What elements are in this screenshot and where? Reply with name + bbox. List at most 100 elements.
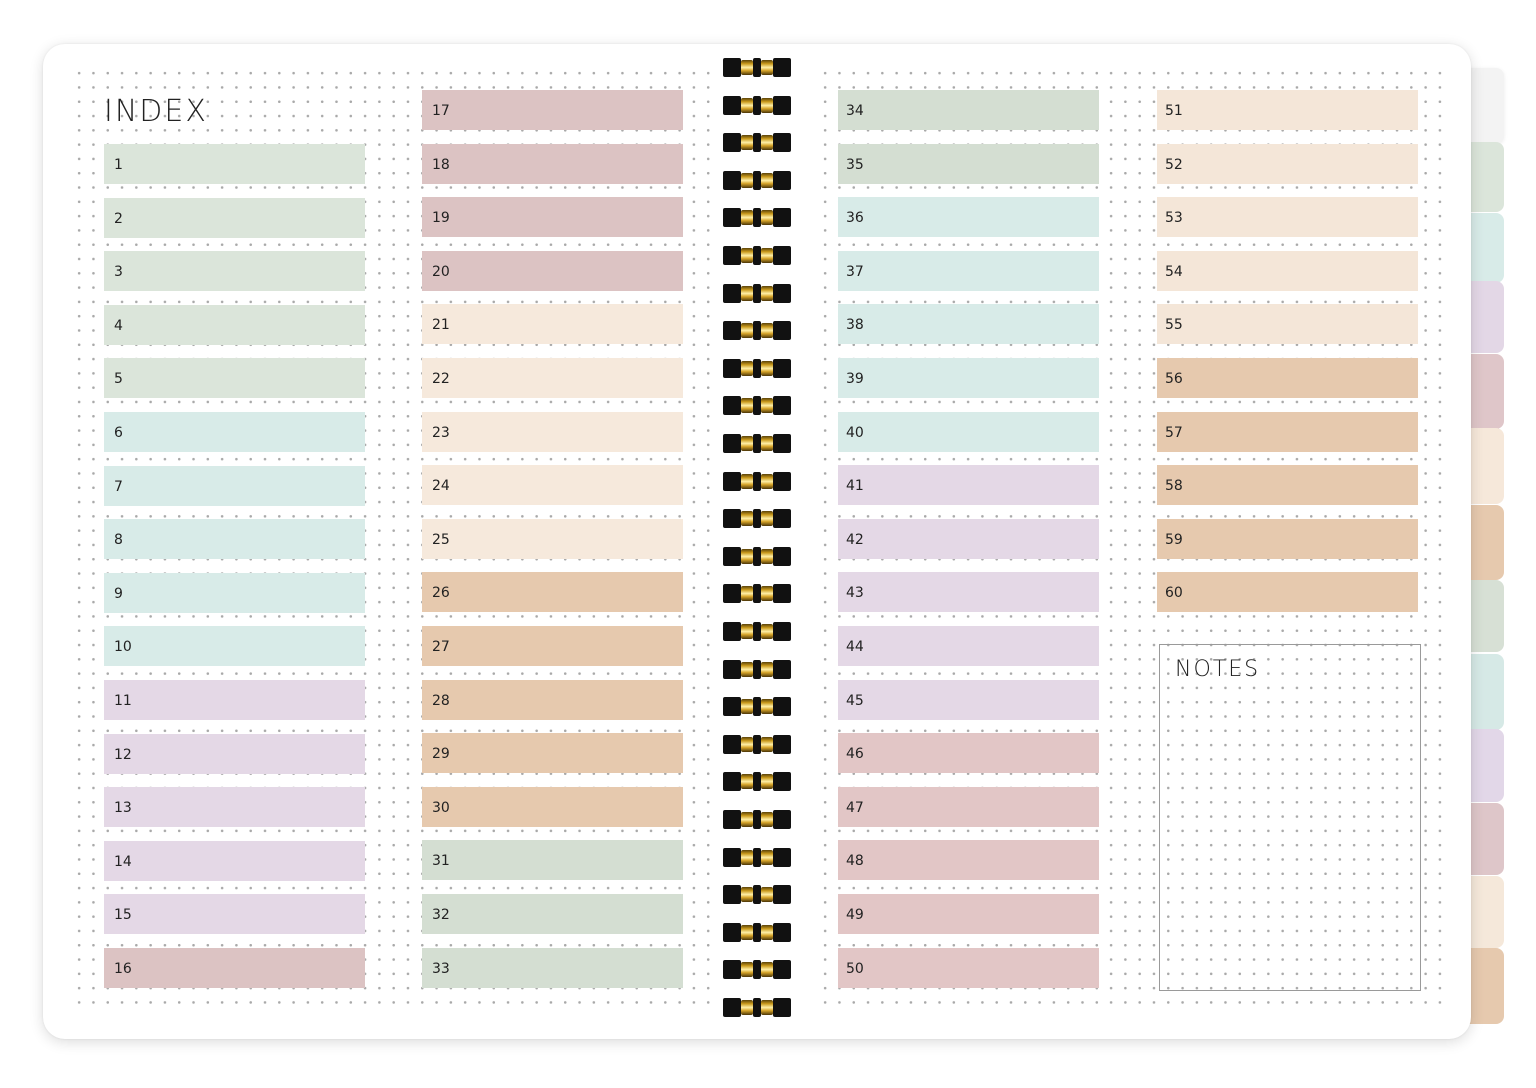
index-entry-1[interactable]: 1 bbox=[104, 144, 365, 184]
index-entry-27[interactable]: 27 bbox=[422, 626, 683, 666]
index-entry-43[interactable]: 43 bbox=[838, 572, 1099, 613]
index-entry-31[interactable]: 31 bbox=[422, 840, 683, 881]
index-entry-41[interactable]: 41 bbox=[838, 465, 1099, 506]
index-entry-36[interactable]: 36 bbox=[838, 197, 1099, 238]
index-entry-5[interactable]: 5 bbox=[104, 358, 365, 399]
index-entry-number: 24 bbox=[432, 478, 450, 495]
index-entry-10[interactable]: 10 bbox=[104, 626, 365, 667]
index-entry-number: 2 bbox=[114, 210, 123, 227]
index-entry-6[interactable]: 6 bbox=[104, 412, 365, 452]
index-entry-60[interactable]: 60 bbox=[1157, 572, 1418, 613]
coil-wire bbox=[761, 849, 773, 865]
index-entry-20[interactable]: 20 bbox=[422, 250, 683, 291]
index-entry-17[interactable]: 17 bbox=[422, 90, 683, 130]
coil-wire bbox=[741, 360, 753, 376]
index-entry-37[interactable]: 37 bbox=[838, 250, 1099, 291]
coil-wire bbox=[761, 661, 773, 677]
index-entry-52[interactable]: 52 bbox=[1157, 143, 1418, 184]
index-entry-25[interactable]: 25 bbox=[422, 518, 683, 559]
index-entry-18[interactable]: 18 bbox=[422, 143, 683, 184]
spiral-coil bbox=[723, 847, 791, 867]
index-entry-number: 26 bbox=[432, 585, 450, 602]
index-entry-30[interactable]: 30 bbox=[422, 786, 683, 827]
coil-wire bbox=[761, 398, 773, 414]
index-entry-number: 9 bbox=[114, 585, 123, 602]
index-entry-number: 54 bbox=[1165, 263, 1183, 280]
coil-mid-bar bbox=[753, 509, 761, 529]
index-entry-11[interactable]: 11 bbox=[104, 680, 365, 720]
index-entry-51[interactable]: 51 bbox=[1157, 90, 1418, 130]
index-entry-2[interactable]: 2 bbox=[104, 197, 365, 238]
spiral-coil bbox=[723, 358, 791, 378]
coil-right-bar bbox=[773, 58, 791, 77]
index-entry-38[interactable]: 38 bbox=[838, 304, 1099, 345]
coil-wire bbox=[761, 1000, 773, 1015]
coil-left-bar bbox=[723, 772, 741, 792]
coil-wire bbox=[741, 172, 753, 188]
index-entry-26[interactable]: 26 bbox=[422, 572, 683, 613]
spiral-coil bbox=[723, 622, 791, 641]
index-entry-56[interactable]: 56 bbox=[1157, 358, 1418, 398]
index-entry-33[interactable]: 33 bbox=[422, 947, 683, 988]
index-entry-4[interactable]: 4 bbox=[104, 304, 365, 345]
index-entry-number: 4 bbox=[114, 317, 123, 334]
index-entry-47[interactable]: 47 bbox=[838, 786, 1099, 827]
coil-wire bbox=[761, 962, 773, 978]
index-entry-8[interactable]: 8 bbox=[104, 519, 365, 560]
index-entry-7[interactable]: 7 bbox=[104, 465, 365, 506]
index-entry-53[interactable]: 53 bbox=[1157, 197, 1418, 238]
coil-left-bar bbox=[723, 659, 741, 679]
coil-wire bbox=[741, 473, 753, 489]
index-entry-13[interactable]: 13 bbox=[104, 787, 365, 828]
index-entry-23[interactable]: 23 bbox=[422, 411, 683, 452]
spiral-coil bbox=[723, 321, 791, 341]
index-entry-28[interactable]: 28 bbox=[422, 679, 683, 720]
index-entry-32[interactable]: 32 bbox=[422, 894, 683, 934]
index-entry-57[interactable]: 57 bbox=[1157, 411, 1418, 452]
index-entry-48[interactable]: 48 bbox=[838, 840, 1099, 881]
index-entry-44[interactable]: 44 bbox=[838, 626, 1099, 666]
index-entry-21[interactable]: 21 bbox=[422, 304, 683, 345]
index-entry-number: 48 bbox=[846, 853, 864, 870]
index-entry-46[interactable]: 46 bbox=[838, 733, 1099, 774]
coil-wire bbox=[761, 699, 773, 715]
index-entry-22[interactable]: 22 bbox=[422, 358, 683, 398]
coil-wire bbox=[741, 586, 753, 602]
index-entry-39[interactable]: 39 bbox=[838, 358, 1099, 398]
index-entry-16[interactable]: 16 bbox=[104, 948, 365, 988]
index-entry-49[interactable]: 49 bbox=[838, 894, 1099, 934]
index-entry-54[interactable]: 54 bbox=[1157, 250, 1418, 291]
index-entry-42[interactable]: 42 bbox=[838, 518, 1099, 559]
index-entry-14[interactable]: 14 bbox=[104, 840, 365, 881]
coil-left-bar bbox=[723, 95, 741, 115]
coil-right-bar bbox=[773, 246, 791, 265]
index-entry-40[interactable]: 40 bbox=[838, 411, 1099, 452]
index-entry-55[interactable]: 55 bbox=[1157, 304, 1418, 345]
index-entry-35[interactable]: 35 bbox=[838, 143, 1099, 184]
index-entry-number: 43 bbox=[846, 585, 864, 602]
coil-left-bar bbox=[723, 358, 741, 378]
index-entry-9[interactable]: 9 bbox=[104, 572, 365, 613]
index-entry-58[interactable]: 58 bbox=[1157, 465, 1418, 506]
index-entry-45[interactable]: 45 bbox=[838, 679, 1099, 720]
index-entry-12[interactable]: 12 bbox=[104, 733, 365, 774]
coil-wire bbox=[761, 812, 773, 827]
coil-left-bar bbox=[723, 471, 741, 491]
coil-mid-bar bbox=[753, 246, 761, 265]
index-entry-3[interactable]: 3 bbox=[104, 251, 365, 292]
index-entry-24[interactable]: 24 bbox=[422, 465, 683, 506]
spiral-coil bbox=[723, 246, 791, 265]
index-entry-50[interactable]: 50 bbox=[838, 947, 1099, 988]
coil-right-bar bbox=[773, 960, 791, 980]
index-entry-number: 29 bbox=[432, 746, 450, 763]
coil-right-bar bbox=[773, 772, 791, 792]
index-entry-number: 11 bbox=[114, 693, 132, 709]
index-entry-29[interactable]: 29 bbox=[422, 733, 683, 774]
index-entry-19[interactable]: 19 bbox=[422, 197, 683, 238]
coil-wire bbox=[741, 962, 753, 978]
index-entry-59[interactable]: 59 bbox=[1157, 518, 1418, 559]
coil-right-bar bbox=[773, 358, 791, 378]
index-entry-15[interactable]: 15 bbox=[104, 894, 365, 935]
coil-left-bar bbox=[723, 546, 741, 566]
index-entry-34[interactable]: 34 bbox=[838, 90, 1099, 130]
